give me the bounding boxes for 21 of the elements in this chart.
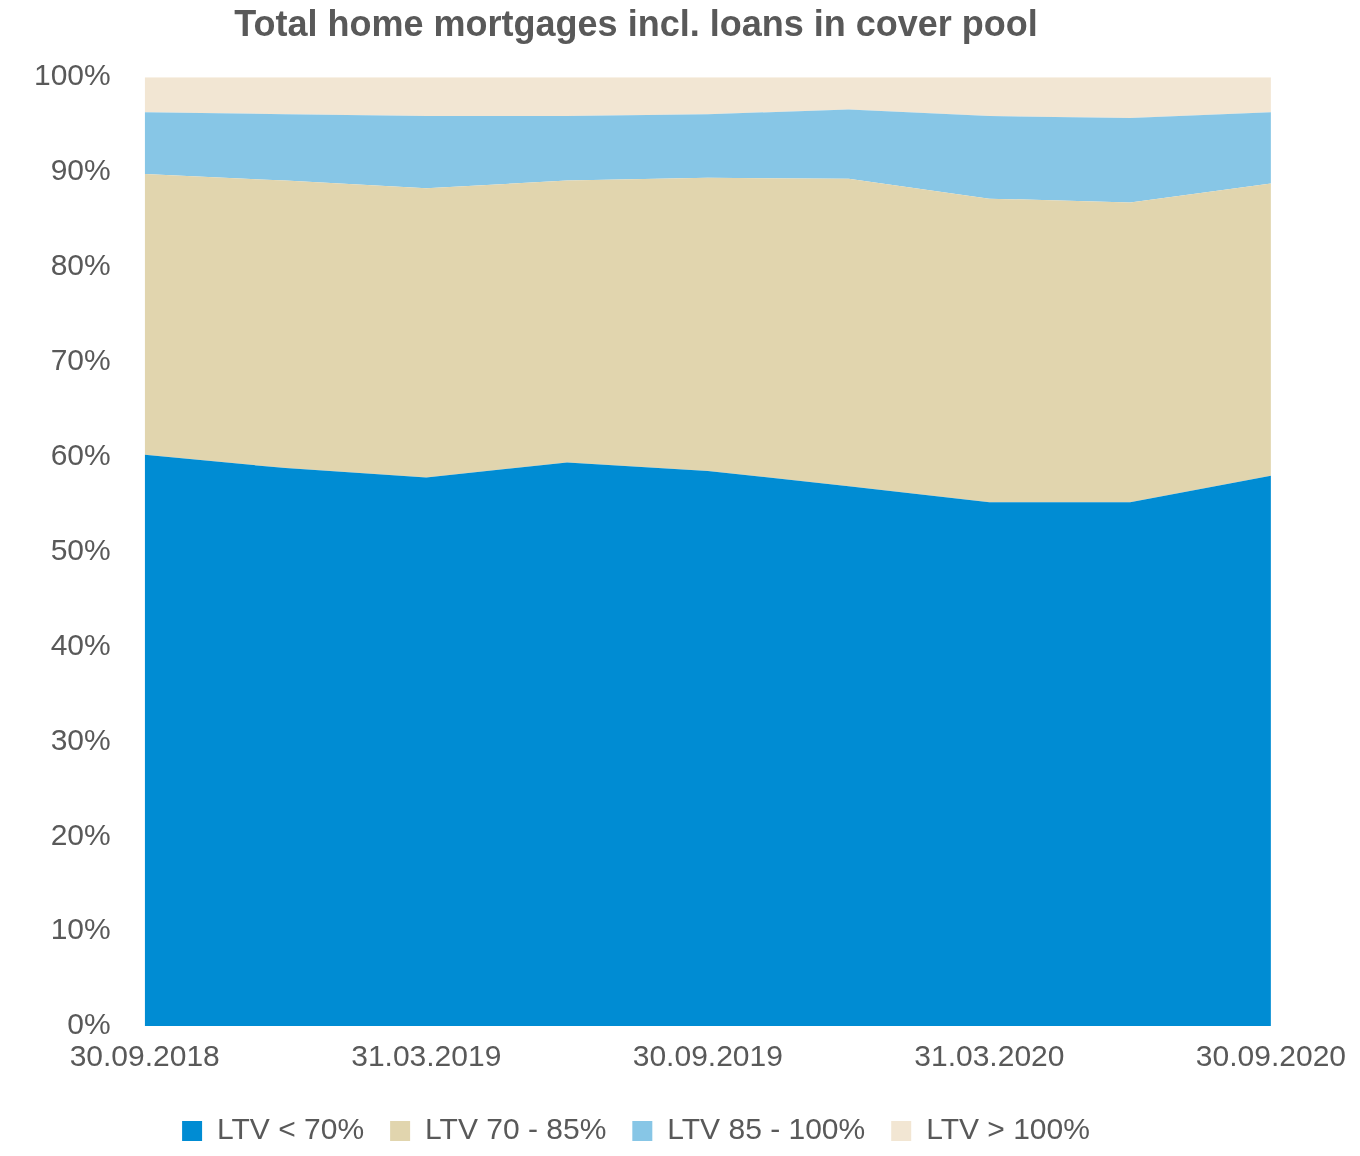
legend-label: LTV < 70%	[217, 1112, 365, 1146]
legend-label: LTV 85 - 100%	[667, 1112, 866, 1146]
y-tick-label: 80%	[50, 248, 111, 282]
x-tick-label: 30.09.2018	[69, 1039, 220, 1073]
y-tick-label: 50%	[50, 532, 111, 566]
y-tick-label: 60%	[50, 437, 111, 471]
y-tick-label: 20%	[50, 817, 111, 851]
y-tick-label: 90%	[50, 153, 111, 187]
x-tick-label: 30.09.2020	[1195, 1039, 1346, 1073]
y-tick-label: 40%	[50, 627, 111, 661]
x-tick-label: 30.09.2019	[632, 1039, 783, 1073]
y-tick-label: 70%	[50, 343, 111, 377]
chart-title: Total home mortgages incl. loans in cover pool	[234, 2, 1038, 44]
y-tick-label: 10%	[50, 912, 111, 946]
y-tick-label: 100%	[33, 58, 111, 92]
y-tick-label: 30%	[50, 722, 111, 756]
legend-label: LTV 70 - 85%	[425, 1112, 607, 1146]
legend-label: LTV > 100%	[926, 1112, 1090, 1146]
x-tick-label: 31.03.2020	[914, 1039, 1065, 1073]
x-tick-label: 31.03.2019	[351, 1039, 502, 1073]
y-tick-label: 0%	[67, 1007, 111, 1041]
